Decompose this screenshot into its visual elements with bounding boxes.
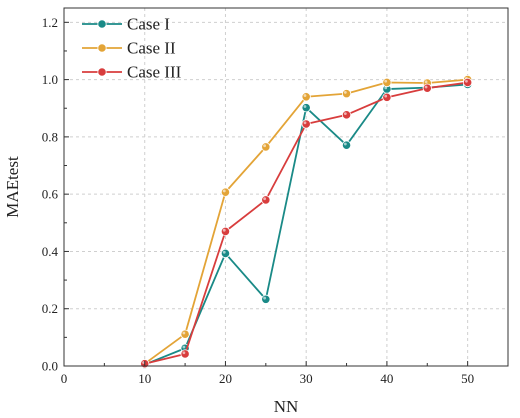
- data-point: [301, 103, 311, 113]
- ticks: 0 10 20 30 40 50 0.0 0.2 0.4 0.6 0.8 1.0 1.2: [42, 15, 474, 386]
- data-point-highlight: [343, 112, 347, 116]
- data-point: [341, 110, 352, 120]
- y-tick-label: 0.2: [42, 301, 58, 316]
- data-point-highlight: [465, 79, 468, 83]
- data-point: [261, 195, 271, 205]
- legend-marker: [97, 19, 107, 29]
- y-axis-title: MAEtest: [3, 156, 22, 218]
- x-tick-label: 40: [380, 371, 393, 386]
- legend-item: Case II: [82, 39, 176, 58]
- x-tick-label: 50: [461, 371, 474, 386]
- data-point: [382, 77, 392, 88]
- data-point-highlight: [182, 351, 186, 355]
- y-tick-label: 0.4: [42, 244, 59, 259]
- y-tick-label: 1.0: [42, 72, 58, 87]
- data-point-highlight: [424, 85, 428, 89]
- x-tick-label: 0: [61, 371, 68, 386]
- data-point: [180, 349, 190, 359]
- legend-item: Case III: [82, 63, 182, 82]
- legend-marker: [97, 43, 107, 53]
- data-point: [261, 142, 271, 152]
- legend-label: Case III: [127, 63, 182, 82]
- legend: Case I Case II Case III: [82, 15, 182, 82]
- y-tick-label: 0.8: [42, 129, 58, 144]
- data-point-highlight: [222, 250, 226, 254]
- y-tick-label: 1.2: [42, 15, 58, 30]
- data-point-highlight: [263, 296, 267, 300]
- data-point: [180, 329, 190, 339]
- data-point: [220, 226, 231, 236]
- x-tick-label: 10: [138, 371, 151, 386]
- data-point-highlight: [424, 80, 428, 84]
- data-point-highlight: [182, 345, 186, 349]
- data-point: [463, 77, 473, 88]
- data-point: [301, 119, 311, 129]
- legend-item: Case I: [82, 15, 170, 34]
- grid: [64, 8, 508, 366]
- legend-label: Case I: [127, 15, 170, 34]
- data-point-highlight: [384, 94, 388, 98]
- legend-label: Case II: [127, 39, 176, 58]
- plot-frame: [63, 7, 509, 367]
- data-point: [341, 89, 352, 99]
- data-point-highlight: [303, 105, 307, 108]
- data-point-highlight: [384, 86, 388, 90]
- data-point: [301, 92, 311, 102]
- data-point: [341, 140, 352, 150]
- data-point-highlight: [222, 228, 226, 232]
- legend-marker: [97, 67, 107, 77]
- series-layer: [140, 75, 473, 370]
- x-axis-title: NN: [274, 397, 299, 416]
- data-point-highlight: [263, 197, 267, 201]
- data-point-highlight: [343, 91, 347, 94]
- data-point-highlight: [384, 79, 388, 83]
- data-point-highlight: [303, 94, 307, 97]
- data-point: [382, 92, 392, 102]
- x-tick-label: 30: [300, 371, 313, 386]
- data-point: [422, 83, 432, 93]
- data-point-highlight: [343, 142, 347, 146]
- data-point-highlight: [222, 189, 226, 193]
- series-case-iii: [140, 77, 473, 369]
- y-tick-label: 0.0: [42, 359, 58, 374]
- y-tick-label: 0.6: [42, 187, 59, 202]
- data-point: [220, 187, 231, 197]
- data-point-highlight: [263, 144, 267, 148]
- data-point: [261, 294, 271, 304]
- data-point-highlight: [182, 331, 186, 335]
- data-point-highlight: [303, 121, 307, 125]
- data-point: [220, 248, 231, 259]
- x-tick-label: 20: [219, 371, 232, 386]
- series-case-ii: [140, 75, 473, 369]
